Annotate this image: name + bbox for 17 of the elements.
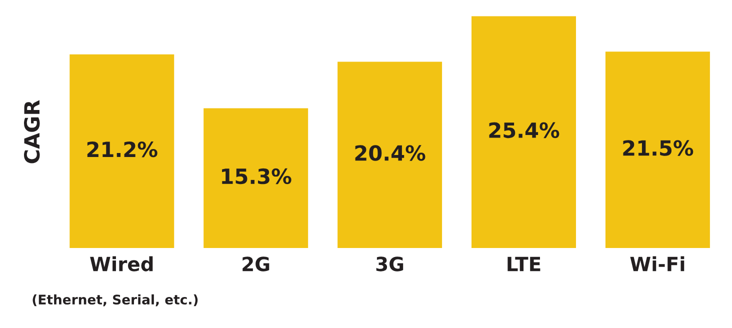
bar: [472, 16, 576, 248]
x-tick-label: Wi-Fi: [630, 256, 684, 272]
y-axis-title: CAGR: [24, 100, 40, 164]
text: (Ethernet, Serial, etc.): [32, 294, 198, 306]
x-tick-label: Wired: [90, 256, 153, 272]
x-tick-label: 2G: [242, 256, 270, 272]
data-label: 20.4%: [355, 145, 426, 161]
data-label: 25.4%: [489, 122, 560, 138]
x-tick-label: 3G: [376, 256, 404, 272]
data-label: 21.2%: [87, 141, 158, 158]
data-label: 15.3%: [222, 168, 292, 184]
bar: [605, 52, 710, 248]
bar: [70, 54, 174, 248]
bar: [338, 62, 442, 248]
data-label: 21.5%: [623, 140, 694, 156]
bar: [204, 108, 308, 248]
x-tick-label: LTE: [508, 256, 540, 272]
